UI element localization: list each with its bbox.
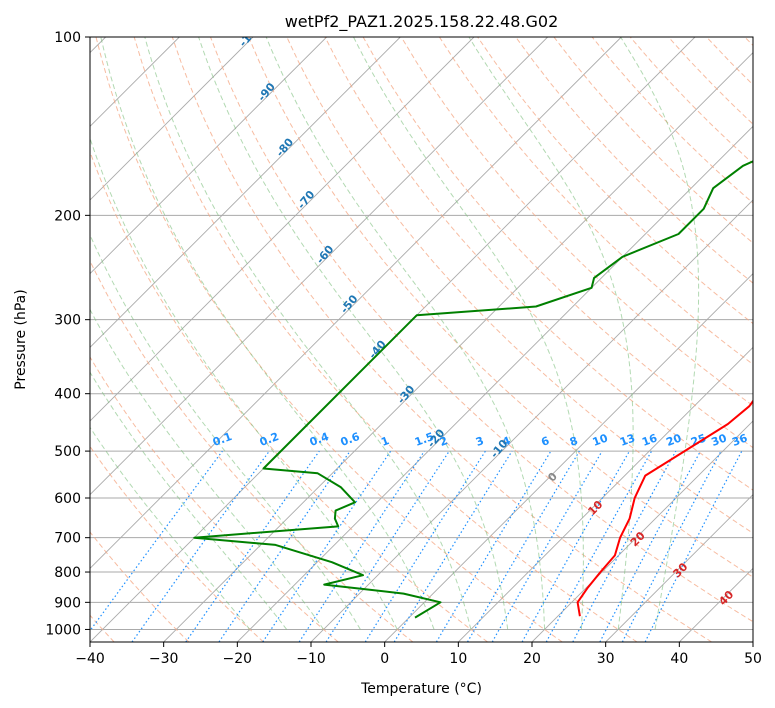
x-tick-label: −20: [223, 651, 253, 667]
isotherm-line: [605, 494, 753, 642]
dry-adiabat-line: [171, 37, 712, 642]
chart-title: wetPf2_PAZ1.2025.158.22.48.G02: [285, 12, 559, 32]
y-tick-label: 100: [54, 30, 81, 46]
x-tick-label: −10: [296, 651, 326, 667]
y-axis-label: Pressure (hPa): [13, 289, 29, 389]
mixing-ratio-label: 8: [568, 434, 580, 449]
mixing-ratio-label: 30: [710, 431, 729, 449]
plot-background: [90, 37, 753, 642]
dry-adiabat-line: [324, 37, 753, 491]
x-tick-label: 50: [744, 651, 762, 667]
mixing-ratio-label: 10: [591, 431, 610, 449]
line-labels: 0.10.20.40.611.52346810131620253036-100-…: [211, 37, 750, 608]
mixing-ratio-line: [90, 450, 223, 632]
mixing-ratio-line: [218, 450, 351, 642]
mixing-ratio-label: 1.5: [413, 430, 436, 449]
x-tick-label: −40: [75, 651, 105, 667]
plot-frame: [89, 36, 754, 643]
mixing-ratio-line: [298, 450, 425, 642]
mixing-ratio-label: 0.6: [339, 430, 362, 449]
mixing-ratio-line: [521, 450, 631, 642]
y-tick-label: 200: [54, 208, 81, 224]
dry-adiabat-line: [400, 37, 753, 407]
moist-adiabat-line: [90, 308, 324, 630]
y-tick-label: 400: [54, 387, 81, 403]
mixing-ratio-label: 0.2: [258, 430, 281, 449]
mixing-ratio-line: [131, 450, 270, 642]
mixing-ratio-label: 13: [618, 431, 637, 448]
mixing-ratio-label: 2: [438, 434, 450, 449]
isotherm-line: [90, 37, 327, 275]
moist-adiabat-line: [620, 37, 700, 630]
x-tick-label: 10: [449, 651, 467, 667]
dry-adiabat-line: [95, 37, 563, 642]
x-tick-label: 0: [380, 651, 389, 667]
temperature-line: [576, 399, 753, 617]
mixing-ratio-line: [644, 450, 743, 642]
mixing-ratio-label: 0.4: [308, 430, 331, 449]
moist-adiabat-line: [90, 233, 361, 630]
dry-adiabat-line: [248, 37, 753, 578]
isotherm-line: [163, 52, 753, 642]
mixing-ratio-line: [325, 450, 450, 642]
isotherm-line: [384, 273, 753, 642]
isotherm-line: [90, 37, 622, 569]
mixing-ratio-label: 20: [664, 431, 683, 449]
isotherm-line: [90, 37, 475, 422]
y-tick-label: 700: [54, 531, 81, 547]
y-tick-label: 600: [54, 491, 81, 507]
isotherm-line: [531, 420, 753, 642]
mixing-ratio-label: 4: [501, 434, 513, 449]
mixing-ratio-line: [572, 450, 677, 642]
moist-adiabat-line: [468, 37, 634, 630]
moist-adiabat-line: [100, 37, 435, 630]
y-tick-label: 900: [54, 595, 81, 611]
moist-adiabat-line: [198, 37, 509, 630]
dry-adiabat-line: [438, 37, 753, 366]
isotherm-line: [90, 37, 548, 496]
x-tick-label: 40: [670, 651, 688, 667]
moist-adiabat-line: [353, 37, 584, 630]
mixing-ratio-label: 6: [539, 434, 551, 449]
y-tick-label: 300: [54, 313, 81, 329]
mixing-ratio-label: 0.1: [211, 430, 234, 449]
dry-adiabat-line: [515, 37, 753, 284]
isotherm-line: [90, 37, 254, 201]
y-tick-label: 500: [54, 444, 81, 460]
y-tick-label: 800: [54, 565, 81, 581]
x-tick-label: 20: [523, 651, 541, 667]
x-tick-label: 30: [597, 651, 615, 667]
dry-adiabat-line: [90, 259, 414, 642]
mixing-ratio-label: 1: [379, 434, 391, 449]
axes: −40 −30 −20 −10 0 10 20 30 40 5010020030040050060…: [45, 30, 762, 667]
dry-adiabat-line: [210, 37, 753, 623]
moist-adiabat-line: [90, 136, 398, 630]
isotherm-line: [90, 37, 401, 348]
dry-adiabat-line: [90, 445, 264, 642]
moist-adiabat-line: [265, 37, 546, 630]
isotherm-line: [237, 125, 753, 642]
x-axis-label: Temperature (°C): [360, 681, 482, 697]
y-tick-label: 1000: [45, 622, 81, 638]
background-lines: [90, 37, 753, 642]
isotherm-line: [458, 346, 753, 642]
mixing-ratio-line: [262, 450, 392, 642]
mixing-ratio-label: 3: [474, 434, 486, 449]
dewpoint-line: [193, 160, 753, 619]
profile-lines: [193, 160, 753, 619]
dry-adiabat-line: [133, 37, 638, 642]
dry-adiabat-line: [90, 356, 339, 642]
mixing-ratio-line: [393, 450, 513, 642]
x-tick-label: −30: [149, 651, 179, 667]
dry-adiabat-line: [90, 531, 190, 642]
moist-adiabat-line: [144, 37, 472, 630]
mixing-ratio-line: [545, 450, 653, 642]
mixing-ratio-line: [185, 450, 320, 642]
mixing-ratio-label: 36: [730, 431, 749, 449]
mixing-ratio-label: 16: [640, 431, 659, 449]
